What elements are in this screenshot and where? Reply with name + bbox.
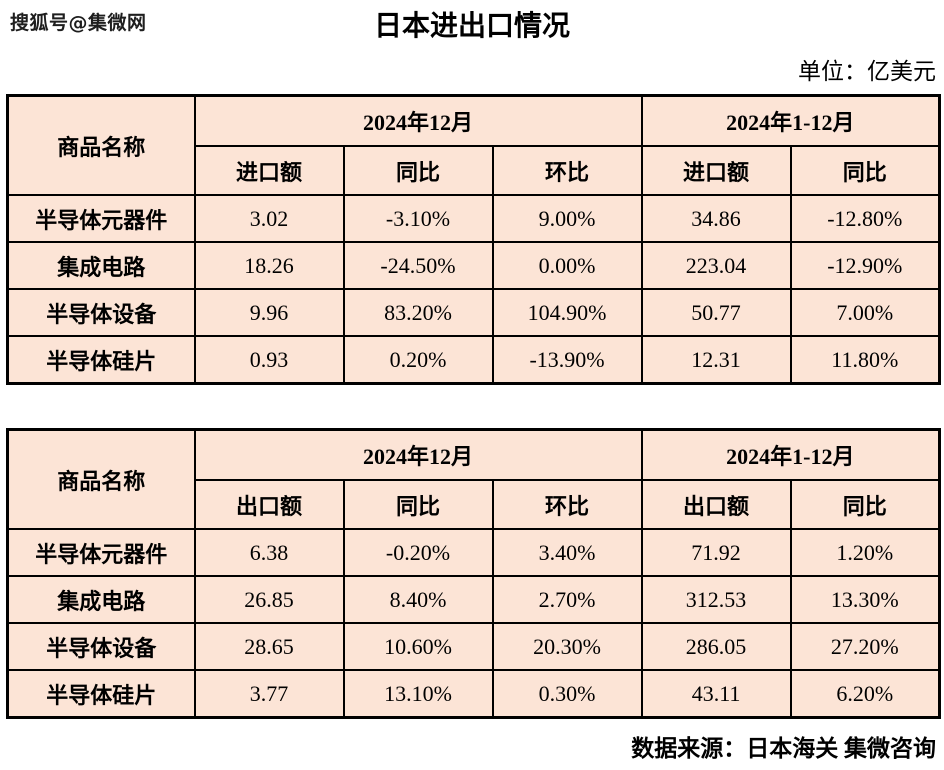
value-cell: 83.20% [342, 288, 494, 337]
value-cell: -0.20% [342, 528, 494, 577]
value-cell: 9.96 [193, 288, 345, 337]
value-cell: 26.85 [193, 575, 345, 624]
value-cell: 50.77 [640, 288, 792, 337]
value-cell: 6.38 [193, 528, 345, 577]
value-cell: -12.80% [789, 194, 941, 243]
value-cell: 12.31 [640, 335, 792, 385]
export-subheader-amount-month: 出口额 [193, 479, 345, 530]
table-row: 半导体硅片 3.77 13.10% 0.30% 43.11 6.20% [6, 669, 941, 719]
import-header-group-row: 商品名称 2024年12月 2024年1-12月 [6, 94, 941, 196]
table-row: 半导体设备 9.96 83.20% 104.90% 50.77 7.00% [6, 288, 941, 337]
export-subheader-yoy-month: 同比 [342, 479, 494, 530]
import-period-month: 2024年12月 [193, 94, 643, 147]
value-cell: 34.86 [640, 194, 792, 243]
value-cell: -24.50% [342, 241, 494, 290]
value-cell: 28.65 [193, 622, 345, 671]
table-row: 半导体元器件 6.38 -0.20% 3.40% 71.92 1.20% [6, 528, 941, 577]
row-name-cell: 半导体硅片 [6, 335, 196, 385]
row-name-cell: 半导体元器件 [6, 528, 196, 577]
value-cell: 3.77 [193, 669, 345, 719]
value-cell: 27.20% [789, 622, 941, 671]
value-cell: 18.26 [193, 241, 345, 290]
import-corner-header: 商品名称 [6, 94, 196, 196]
value-cell: 8.40% [342, 575, 494, 624]
export-header-sub-row: 出口额 同比 环比 出口额 同比 [8, 479, 941, 530]
import-subheader-yoy-month: 同比 [342, 145, 494, 196]
data-source-label: 数据来源：日本海关 集微咨询 [631, 736, 936, 761]
value-cell: 20.30% [491, 622, 643, 671]
row-name-cell: 半导体硅片 [6, 669, 196, 719]
import-subheader-amount-month: 进口额 [193, 145, 345, 196]
sohu-watermark: 搜狐号@集微网 [10, 12, 147, 34]
value-cell: 223.04 [640, 241, 792, 290]
import-period-year: 2024年1-12月 [640, 94, 941, 147]
value-cell: 11.80% [789, 335, 941, 385]
value-cell: 7.00% [789, 288, 941, 337]
row-name-cell: 集成电路 [6, 575, 196, 624]
value-cell: 104.90% [491, 288, 643, 337]
value-cell: 2.70% [491, 575, 643, 624]
unit-label: 单位：亿美元 [798, 59, 936, 84]
value-cell: 10.60% [342, 622, 494, 671]
table-row: 集成电路 18.26 -24.50% 0.00% 223.04 -12.90% [6, 241, 941, 290]
export-table: 商品名称 2024年12月 2024年1-12月 出口额 同比 环比 出口额 同… [6, 428, 942, 719]
page-title: 日本进出口情况 [373, 11, 570, 42]
row-name-cell: 集成电路 [6, 241, 196, 290]
value-cell: 286.05 [640, 622, 792, 671]
table-row: 半导体设备 28.65 10.60% 20.30% 286.05 27.20% [6, 622, 941, 671]
import-subheader-mom-month: 环比 [491, 145, 643, 196]
value-cell: 43.11 [640, 669, 792, 719]
value-cell: 0.00% [491, 241, 643, 290]
value-cell: 312.53 [640, 575, 792, 624]
value-cell: -3.10% [342, 194, 494, 243]
value-cell: 3.02 [193, 194, 345, 243]
import-subheader-yoy-year: 同比 [789, 145, 941, 196]
value-cell: -12.90% [789, 241, 941, 290]
value-cell: 13.10% [342, 669, 494, 719]
import-header-sub-row: 进口额 同比 环比 进口额 同比 [8, 145, 941, 196]
value-cell: 71.92 [640, 528, 792, 577]
value-cell: 3.40% [491, 528, 643, 577]
row-name-cell: 半导体设备 [6, 622, 196, 671]
table-row: 半导体硅片 0.93 0.20% -13.90% 12.31 11.80% [6, 335, 941, 385]
value-cell: 1.20% [789, 528, 941, 577]
export-period-month: 2024年12月 [193, 428, 643, 481]
export-corner-header: 商品名称 [6, 428, 196, 530]
value-cell: 0.20% [342, 335, 494, 385]
export-subheader-yoy-year: 同比 [789, 479, 941, 530]
value-cell: -13.90% [491, 335, 643, 385]
export-header-group-row: 商品名称 2024年12月 2024年1-12月 [6, 428, 941, 530]
table-row: 半导体元器件 3.02 -3.10% 9.00% 34.86 -12.80% [6, 194, 941, 243]
row-name-cell: 半导体元器件 [6, 194, 196, 243]
row-name-cell: 半导体设备 [6, 288, 196, 337]
export-subheader-mom-month: 环比 [491, 479, 643, 530]
import-subheader-amount-year: 进口额 [640, 145, 792, 196]
value-cell: 9.00% [491, 194, 643, 243]
table-row: 集成电路 26.85 8.40% 2.70% 312.53 13.30% [6, 575, 941, 624]
import-table: 商品名称 2024年12月 2024年1-12月 进口额 同比 环比 进口额 同… [6, 94, 942, 385]
export-subheader-amount-year: 出口额 [640, 479, 792, 530]
value-cell: 6.20% [789, 669, 941, 719]
value-cell: 0.93 [193, 335, 345, 385]
export-period-year: 2024年1-12月 [640, 428, 941, 481]
value-cell: 0.30% [491, 669, 643, 719]
value-cell: 13.30% [789, 575, 941, 624]
